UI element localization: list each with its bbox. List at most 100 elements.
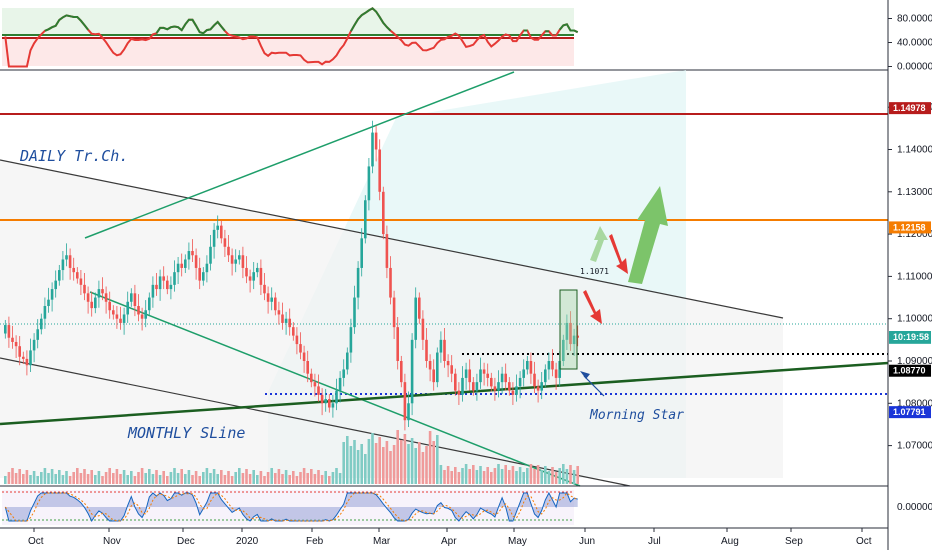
candle-body [551,361,554,370]
volume-bar [76,468,79,484]
volume-bar [522,472,525,484]
candle-body [320,394,324,404]
candle-body [256,267,259,273]
candle-body [234,259,237,264]
volume-bar [14,473,18,484]
time-tick-label: Apr [441,536,457,547]
candle-body [500,373,504,383]
volume-bar [529,464,533,484]
volume-bar [526,468,529,484]
volume-bar [86,474,90,484]
volume-bar [256,475,259,484]
candle-body [148,297,151,311]
volume-bar [36,476,39,484]
volume-bar [234,472,237,484]
candle-body [274,297,277,311]
volume-bar [342,442,345,484]
volume-bar [565,469,569,484]
candle-body [418,297,421,319]
volume-bar [310,469,313,484]
volume-bar [50,469,54,484]
red-down-arrow-left [583,290,602,324]
volume-bar [572,470,576,484]
candle-body [425,339,428,361]
volume-bar [68,476,72,484]
candle-body [572,335,576,345]
candle-body [356,267,360,298]
time-tick-label: Sep [785,536,803,547]
rsi-overbought-zone [2,8,574,35]
volume-bar [338,473,342,484]
volume-bar [569,465,572,484]
volume-bar [486,467,489,484]
time-tick-label: Aug [721,536,739,547]
volume-bar [349,446,353,484]
volume-bar [371,433,374,484]
volume-bar [518,467,522,484]
volume-bar [140,468,144,484]
candle-body [313,382,317,387]
monthly-sline-label: MONTHLY SLine [127,424,245,442]
candle-body [241,255,245,268]
volume-bar [454,467,457,484]
volume-bar [104,472,108,484]
candle-body [29,350,32,366]
volume-bar [320,475,324,484]
volume-bar [238,468,241,484]
candle-body [212,229,216,247]
time-tick-label: Mar [373,536,391,547]
volume-bar [385,441,389,484]
candle-body [403,382,407,421]
candle-body [227,246,230,256]
candle-body [464,369,468,378]
volume-bar [11,468,14,484]
candle-body [151,284,155,298]
candle-body [421,318,425,340]
volume-bar [292,471,295,484]
candle-body [353,297,356,328]
candle-body [569,322,572,345]
stoch-tick-label: 0.00000 [897,502,932,513]
volume-bar [198,476,201,484]
candle-body [144,310,147,319]
price-badge-text: 1.12158 [893,222,926,232]
volume-bar [58,470,61,484]
candle-body [36,329,39,340]
morning-star-pointer-head [580,371,590,379]
candle-body [515,386,518,395]
price-tick-label: 1.08000 [897,398,932,409]
volume-bar [472,465,475,484]
candle-body [331,403,335,408]
volume-bar [410,438,414,484]
volume-bar [148,469,151,484]
volume-bars [4,430,579,484]
rsi-tick-label: 0.00000 [897,62,932,73]
volume-bar [270,468,273,484]
volume-bar [299,472,302,484]
candles [4,120,579,431]
volume-bar [162,471,165,484]
candle-body [101,289,104,294]
volume-bar [558,468,561,484]
volume-bar [227,471,230,484]
candle-body [457,390,461,395]
candle-body [126,301,129,315]
candle-body [461,377,464,395]
candle-body [284,318,288,323]
volume-bar [22,474,25,484]
volume-bar [115,469,119,484]
candle-body [482,369,486,374]
candle-body [295,335,299,345]
candle-body [108,301,111,311]
volume-bar [259,471,263,484]
volume-bar [202,472,205,484]
volume-bar [479,466,482,484]
volume-bar [25,470,29,484]
candle-body [536,386,540,391]
volume-bar [464,464,468,484]
price-tick-label: 1.13000 [897,187,932,198]
candle-body [58,270,61,281]
candle-body [508,382,511,391]
time-tick-label: May [508,536,527,547]
candle-body [349,327,353,353]
